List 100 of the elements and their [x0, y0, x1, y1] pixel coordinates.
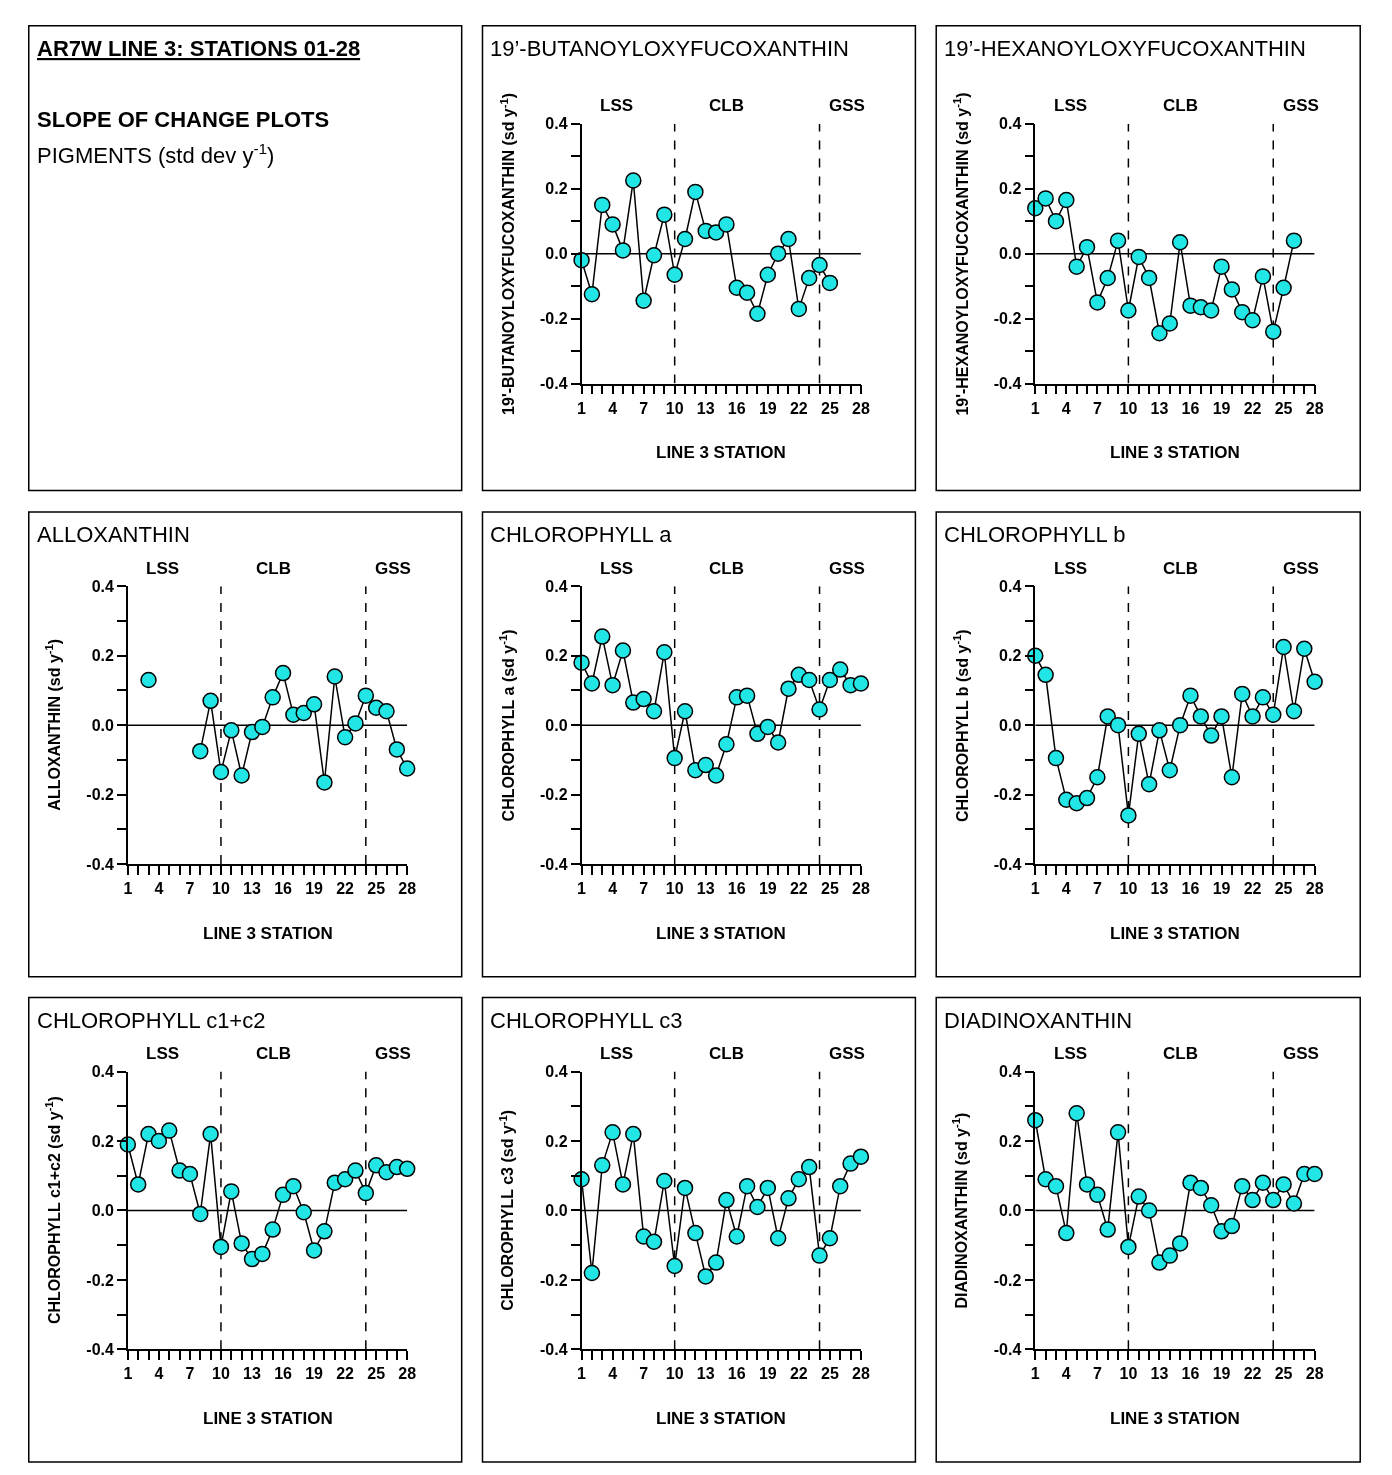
y-tick-label: -0.2 — [86, 786, 114, 804]
y-tick-label: 0.2 — [545, 180, 568, 198]
y-tick-label: -0.2 — [540, 1271, 568, 1289]
text: GSS — [829, 559, 865, 578]
y-tick-label: 0.0 — [91, 1202, 114, 1220]
x-tick-label: 7 — [1092, 399, 1102, 417]
text: GSS — [375, 1044, 411, 1063]
y-tick-label: 0.0 — [999, 245, 1022, 263]
x-tick-label: 4 — [608, 399, 618, 417]
x-tick-label: 4 — [1061, 399, 1071, 417]
text: GSS — [375, 559, 411, 578]
x-tick-label: 13 — [1150, 879, 1169, 897]
y-tick-label: 0.4 — [999, 1063, 1022, 1081]
text: CLB — [1163, 96, 1198, 115]
y-tick-label: 0.2 — [545, 647, 568, 665]
text: GSS — [1283, 96, 1319, 115]
x-tick-label: 4 — [154, 879, 164, 897]
x-tick-label: 28 — [398, 879, 417, 897]
text: CLB — [709, 96, 744, 115]
text: LSS — [600, 559, 634, 578]
y-tick-label: -0.4 — [993, 1340, 1022, 1358]
y-tick-label: -0.4 — [540, 375, 568, 393]
x-tick-label: 22 — [1243, 879, 1262, 897]
y-tick-label: 0.4 — [545, 577, 568, 595]
y-tick-label: 0.0 — [545, 245, 568, 263]
y-tick-label: -0.4 — [86, 1340, 114, 1358]
text: CLB — [1163, 1044, 1198, 1063]
y-tick-label: 0.4 — [91, 577, 114, 595]
x-tick-label: 13 — [243, 879, 261, 897]
x-tick-label: 1 — [1030, 1365, 1040, 1383]
x-tick-label: 10 — [212, 1365, 230, 1383]
x-tick-label: 28 — [852, 399, 870, 417]
x-tick-label: 7 — [185, 879, 195, 897]
y-tick-label: 0.2 — [999, 180, 1022, 198]
x-tick-label: 7 — [185, 1365, 195, 1383]
x-tick-label: 13 — [1150, 399, 1169, 417]
x-tick-label: 28 — [1305, 1365, 1324, 1383]
x-tick-label: 4 — [1061, 1365, 1071, 1383]
x-axis-title: LINE 3 STATION — [1110, 443, 1240, 462]
y-tick-label: -0.2 — [993, 786, 1022, 804]
x-tick-label: 16 — [727, 1365, 746, 1383]
x-tick-label: 13 — [243, 1365, 261, 1383]
y-tick-label: -0.2 — [540, 310, 568, 328]
x-tick-label: 10 — [665, 399, 684, 417]
x-tick-label: 1 — [123, 879, 133, 897]
x-axis-title: LINE 3 STATION — [203, 924, 333, 943]
x-tick-label: 4 — [608, 1365, 618, 1383]
y-tick-label: 0.4 — [999, 577, 1022, 595]
y-tick-label: 0.2 — [545, 1132, 568, 1150]
x-tick-label: 22 — [1243, 1365, 1262, 1383]
x-tick-label: 22 — [336, 1365, 355, 1383]
y-tick-label: 0.0 — [545, 716, 568, 734]
text: LSS — [600, 96, 634, 115]
x-tick-label: 4 — [1061, 879, 1071, 897]
x-tick-label: 10 — [665, 1365, 684, 1383]
x-tick-label: 4 — [154, 1365, 164, 1383]
y-tick-label: 0.4 — [999, 115, 1022, 133]
text: AR7W LINE 3: STATIONS 01-28 — [37, 36, 361, 61]
x-axis-title: LINE 3 STATION — [656, 924, 786, 943]
text: PIGMENTS (std dev y$^{-1}$) — [37, 140, 275, 169]
y-tick-label: 0.4 — [91, 1063, 114, 1081]
text: CLB — [709, 559, 744, 578]
y-tick-label: 0.0 — [999, 1202, 1022, 1220]
y-tick-label: -0.4 — [86, 855, 114, 873]
x-tick-label: 22 — [789, 399, 808, 417]
x-tick-label: 10 — [212, 879, 230, 897]
text: SLOPE OF CHANGE PLOTS — [37, 107, 330, 132]
text: CLB — [709, 1044, 744, 1063]
y-tick-label: 0.2 — [91, 647, 114, 665]
x-tick-label: 10 — [1119, 879, 1138, 897]
x-tick-label: 1 — [577, 879, 587, 897]
text: GSS — [1283, 559, 1319, 578]
text: LSS — [1054, 559, 1088, 578]
text: GSS — [829, 96, 865, 115]
chart-title: CHLOROPHYLL c3 — [490, 1008, 683, 1033]
y-tick-label: 0.0 — [545, 1202, 568, 1220]
x-tick-label: 13 — [696, 879, 715, 897]
x-tick-label: 16 — [274, 1365, 293, 1383]
x-tick-label: 19 — [305, 1365, 324, 1383]
y-tick-label: -0.2 — [993, 1271, 1022, 1289]
text: CLB — [256, 1044, 291, 1063]
text: LSS — [146, 1044, 180, 1063]
x-tick-label: 13 — [1150, 1365, 1169, 1383]
x-tick-label: 28 — [852, 1365, 870, 1383]
y-tick-label: 0.2 — [999, 647, 1022, 665]
y-tick-label: 0.4 — [545, 1063, 568, 1081]
chart-title: ALLOXANTHIN — [37, 522, 190, 547]
text: CLB — [1163, 559, 1198, 578]
x-tick-label: 13 — [696, 1365, 715, 1383]
x-tick-label: 28 — [852, 879, 870, 897]
x-tick-label: 7 — [1092, 879, 1102, 897]
x-tick-label: 1 — [577, 1365, 587, 1383]
x-axis-title: LINE 3 STATION — [203, 1409, 333, 1428]
x-tick-label: 25 — [1274, 879, 1293, 897]
chart-title: 19’-BUTANOYLOXYFUCOXANTHIN — [490, 36, 849, 61]
y-tick-label: -0.2 — [993, 310, 1022, 328]
x-tick-label: 16 — [727, 879, 746, 897]
y-tick-label: 0.0 — [999, 716, 1022, 734]
y-tick-label: -0.2 — [86, 1271, 114, 1289]
x-tick-label: 16 — [274, 879, 293, 897]
